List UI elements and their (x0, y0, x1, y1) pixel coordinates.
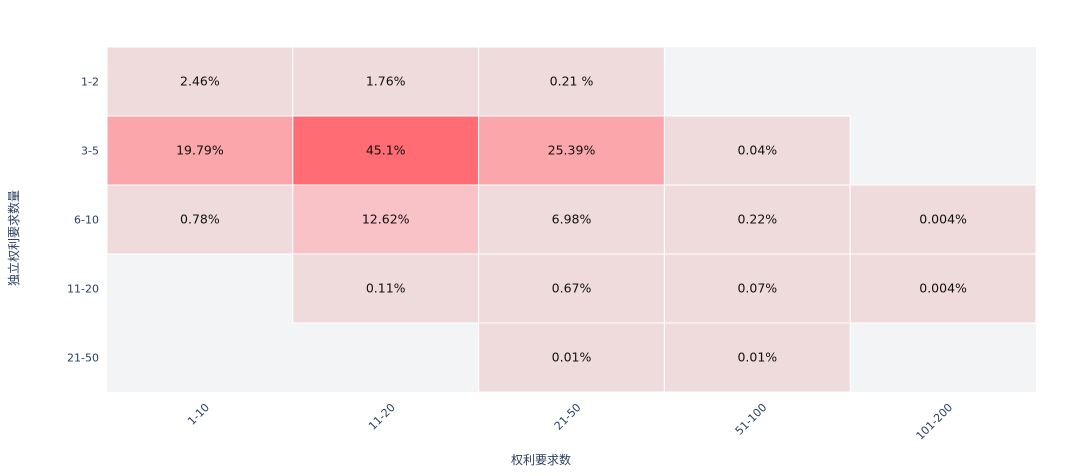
heatmap-cell-6-10-21-50 (478, 184, 665, 255)
cell-value-label: 0.04% (737, 143, 777, 158)
heatmap-cell-3-5-51-100 (663, 115, 851, 186)
x-axis-title: 权利要求数 (511, 452, 571, 467)
cell-value-label: 45.1% (366, 143, 406, 158)
heatmap-cell-1-2-1-10 (106, 46, 294, 117)
cell-value-label: 0.004% (919, 212, 967, 227)
cell-value-label: 0.67% (552, 281, 592, 296)
y-tick-label: 21-50 (67, 352, 99, 365)
cell-value-label: 2.46% (180, 74, 220, 89)
cell-value-label: 25.39% (548, 143, 596, 158)
cell-value-label: 12.62% (362, 212, 410, 227)
cell-value-label: 0.11% (366, 281, 406, 296)
x-tick-label: 51-100 (733, 401, 770, 438)
cell-value-label: 0.01% (737, 350, 777, 365)
cell-value-label: 0.01% (552, 350, 592, 365)
cell-value-label: 19.79% (176, 143, 224, 158)
cell-value-label: 0.22% (737, 212, 777, 227)
heatmap-cell-1-2-21-50 (478, 46, 665, 117)
heatmap-cell-11-20-51-100 (663, 253, 851, 324)
y-tick-label: 6-10 (74, 214, 99, 227)
heatmap-cell-6-10-51-100 (663, 184, 851, 255)
cell-value-label: 0.21 % (550, 74, 594, 89)
cell-value-label: 0.004% (919, 281, 967, 296)
heatmap-cell-11-20-11-20 (292, 253, 480, 324)
heatmap-cell-6-10-11-20 (292, 184, 480, 255)
y-axis-title: 独立权利要求数量 (6, 190, 21, 286)
x-tick-label: 1-10 (185, 401, 212, 428)
x-tick-label: 11-20 (366, 401, 398, 433)
cell-value-label: 6.98% (552, 212, 592, 227)
cell-value-label: 0.07% (737, 281, 777, 296)
cell-value-label: 1.76% (366, 74, 406, 89)
heatmap-cell-6-10-1-10 (106, 184, 294, 255)
x-tick-label: 21-50 (552, 401, 584, 433)
y-tick-label: 1-2 (81, 76, 99, 89)
x-tick-label: 101-200 (914, 401, 956, 443)
heatmap-cell-11-20-21-50 (478, 253, 665, 324)
x-tick-labels: 1-10 11-20 21-50 51-100 101-200 (185, 401, 955, 443)
cell-value-label: 0.78% (180, 212, 220, 227)
heatmap-cell-11-20-101-200 (849, 253, 1037, 324)
y-tick-label: 3-5 (81, 145, 99, 158)
cells-layer: 2.46% 1.76% 0.21 % 19.79% 45.1% 25.39% 0.04% 0.… (106, 46, 1037, 393)
y-tick-label: 11-20 (67, 283, 99, 296)
heatmap-cell-21-50-51-100 (663, 322, 851, 393)
heatmap-cell-21-50-21-50 (478, 322, 665, 393)
heatmap-cell-6-10-101-200 (849, 184, 1037, 255)
y-tick-labels: 1-2 3-5 6-10 11-20 21-50 (67, 76, 99, 365)
